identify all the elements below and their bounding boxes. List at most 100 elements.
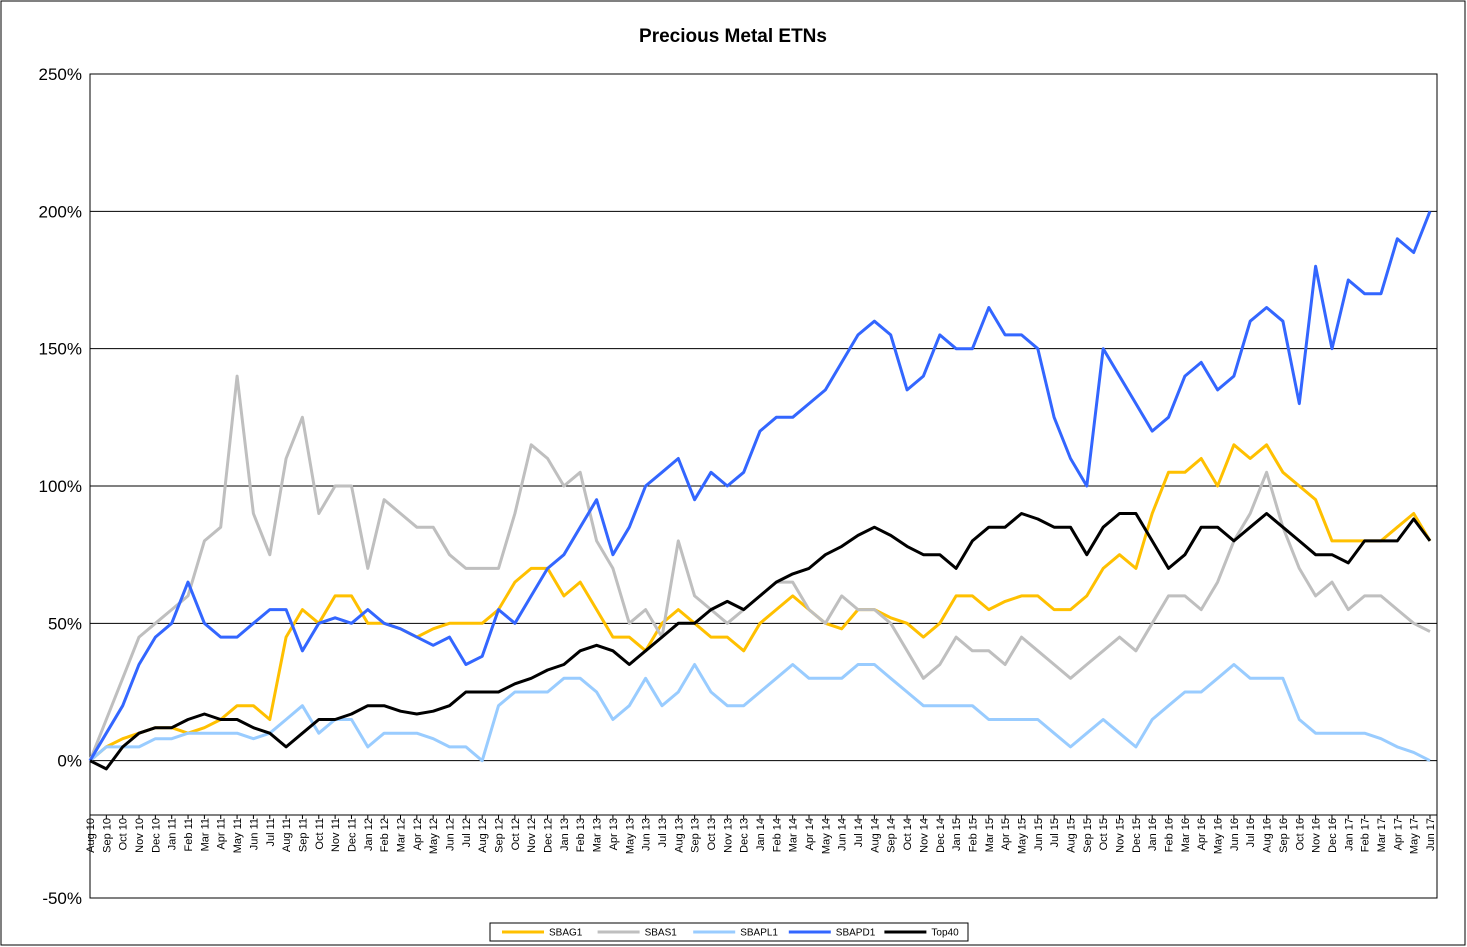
x-tick-label: Oct 14 (902, 818, 914, 850)
x-tick-label: Mar 14 (788, 818, 800, 852)
legend-label: SBAPL1 (740, 928, 778, 939)
x-tick-label: Oct 10 (118, 818, 130, 850)
legend-label: Top40 (931, 928, 959, 939)
x-tick-label: Dec 14 (935, 818, 947, 853)
x-tick-label: Jul 11 (265, 818, 277, 847)
x-tick-label: Dec 15 (1131, 818, 1143, 853)
x-tick-label: May 15 (1016, 818, 1028, 854)
x-tick-label: Mar 17 (1376, 818, 1388, 852)
x-tick-label: Apr 17 (1392, 818, 1404, 850)
x-tick-label: Jul 15 (1049, 818, 1061, 847)
y-tick-label: 200% (39, 202, 82, 221)
y-tick-label: 0% (57, 752, 82, 771)
series-line (89, 512, 1432, 771)
x-tick-label: Nov 16 (1311, 818, 1323, 853)
y-tick-label: 250% (39, 65, 82, 84)
x-tick-label: Feb 11 (183, 818, 195, 851)
x-tick-label: Apr 14 (804, 818, 816, 850)
x-tick-label: Oct 13 (706, 818, 718, 850)
chart-title: Precious Metal ETNs (639, 26, 827, 47)
x-tick-label: Jul 16 (1245, 818, 1257, 847)
x-tick-label: Sep 13 (690, 818, 702, 853)
x-tick-label: Mar 16 (1180, 818, 1192, 852)
x-tick-label: Nov 12 (526, 818, 538, 853)
x-tick-label: Mar 13 (592, 818, 604, 852)
x-tick-label: Dec 12 (543, 818, 555, 853)
x-tick-label: Nov 10 (134, 818, 146, 853)
x-tick-label: May 14 (820, 818, 832, 854)
x-tick-label: Dec 10 (150, 818, 162, 853)
x-tick-label: Feb 14 (771, 818, 783, 852)
x-tick-label: Sep 16 (1278, 818, 1290, 853)
x-tick-label: Jul 12 (461, 818, 473, 847)
x-tick-label: Apr 13 (608, 818, 620, 850)
x-tick-label: Aug 16 (1262, 818, 1274, 853)
x-tick-label: Sep 12 (494, 818, 506, 853)
series-line (89, 443, 1432, 762)
x-tick-label: May 13 (624, 818, 636, 854)
x-tick-label: Jan 16 (1147, 818, 1159, 851)
x-tick-label: Jan 11 (167, 818, 179, 850)
x-tick-label: Aug 13 (673, 818, 685, 853)
x-tick-label: Jun 13 (641, 818, 653, 851)
x-tick-label: Jun 15 (1033, 818, 1045, 851)
x-tick-label: Sep 10 (101, 818, 113, 853)
y-tick-label: 150% (39, 340, 82, 359)
series-line (88, 210, 1432, 762)
x-tick-label: Dec 13 (739, 818, 751, 853)
x-tick-label: Nov 13 (722, 818, 734, 853)
x-tick-label: Jul 13 (657, 818, 669, 847)
x-tick-label: Mar 12 (395, 818, 407, 852)
x-tick-label: Dec 16 (1327, 818, 1339, 853)
x-tick-label: Feb 17 (1360, 818, 1372, 852)
x-tick-label: Apr 15 (1000, 818, 1012, 850)
x-tick-label: Jun 17 (1425, 818, 1437, 851)
x-tick-label: Apr 11 (216, 818, 228, 850)
x-tick-label: Oct 16 (1294, 818, 1306, 850)
x-tick-label: Aug 14 (869, 818, 881, 853)
x-tick-label: Feb 15 (967, 818, 979, 852)
x-tick-label: Jan 17 (1343, 818, 1355, 851)
x-tick-label: Sep 11 (297, 818, 309, 852)
x-tick-label: Jul 14 (853, 818, 865, 847)
x-tick-label: Feb 16 (1164, 818, 1176, 852)
x-tick-label: Sep 15 (1082, 818, 1094, 853)
x-tick-label: Jan 12 (363, 818, 375, 851)
x-tick-label: Nov 11 (330, 818, 342, 852)
x-tick-label: Jun 12 (445, 818, 457, 851)
x-tick-label: Feb 12 (379, 818, 391, 852)
x-tick-label: Aug 10 (85, 818, 97, 853)
x-tick-label: Dec 11 (346, 818, 358, 852)
x-tick-label: Feb 13 (575, 818, 587, 852)
y-tick-label: -50% (42, 889, 82, 908)
legend-label: SBAS1 (645, 928, 678, 939)
x-tick-label: Jan 13 (559, 818, 571, 851)
legend-label: SBAPD1 (836, 928, 876, 939)
y-tick-label: 100% (39, 477, 82, 496)
x-tick-label: Jan 14 (755, 818, 767, 851)
legend-label: SBAG1 (549, 928, 583, 939)
x-tick-label: Mar 11 (199, 818, 211, 851)
x-tick-label: Aug 12 (477, 818, 489, 853)
x-tick-label: Jun 11 (248, 818, 260, 850)
x-tick-label: Aug 11 (281, 818, 293, 852)
x-tick-label: May 17 (1409, 818, 1421, 854)
x-tick-label: Oct 12 (510, 818, 522, 850)
x-tick-label: May 11 (232, 818, 244, 853)
x-tick-label: Apr 12 (412, 818, 424, 850)
x-tick-label: Mar 15 (984, 818, 996, 852)
x-tick-label: Nov 15 (1115, 818, 1127, 853)
x-tick-label: May 16 (1213, 818, 1225, 854)
x-tick-label: May 12 (428, 818, 440, 854)
x-tick-label: Jan 15 (951, 818, 963, 851)
x-tick-label: Oct 11 (314, 818, 326, 850)
x-tick-label: Jun 14 (837, 818, 849, 851)
x-tick-label: Apr 16 (1196, 818, 1208, 850)
x-tick-label: Nov 14 (918, 818, 930, 853)
x-tick-label: Aug 15 (1065, 818, 1077, 853)
x-tick-label: Jun 16 (1229, 818, 1241, 851)
y-tick-label: 50% (48, 614, 82, 633)
